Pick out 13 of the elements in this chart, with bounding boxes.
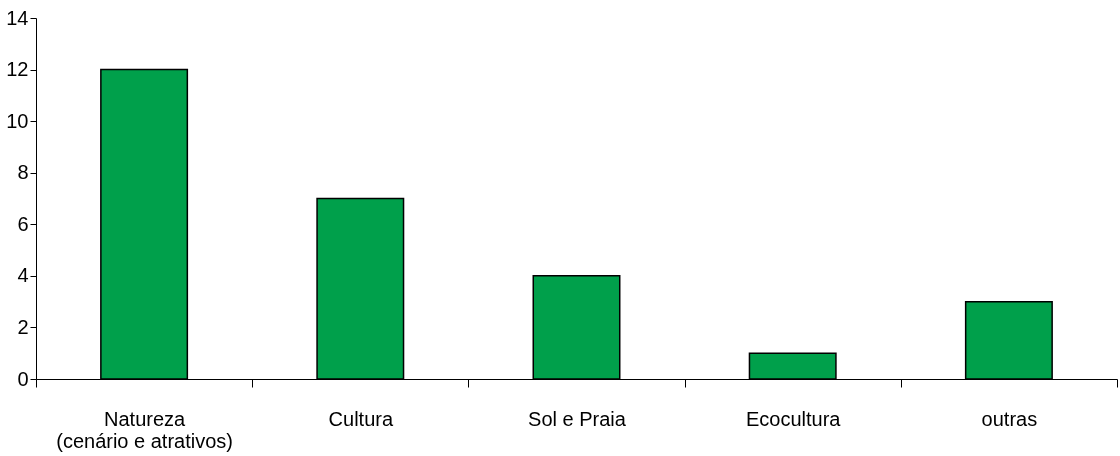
y-tick-label: 8	[17, 161, 29, 184]
x-tick-label: Natureza (cenário e atrativos)	[56, 407, 233, 452]
y-tick-label: 2	[17, 315, 29, 338]
y-tick-label: 0	[17, 367, 29, 390]
x-tick-label: outras	[981, 407, 1038, 430]
y-tick-label: 12	[6, 58, 29, 81]
x-tick-label: Cultura	[328, 407, 394, 430]
x-tick-label: Ecocultura	[745, 407, 842, 430]
x-tick-label: Sol e Praia	[528, 407, 627, 430]
y-tick-label: 14	[6, 6, 29, 29]
y-tick-label: 6	[17, 212, 29, 235]
y-tick-label: 4	[17, 264, 29, 287]
y-tick-label: 10	[6, 109, 29, 132]
